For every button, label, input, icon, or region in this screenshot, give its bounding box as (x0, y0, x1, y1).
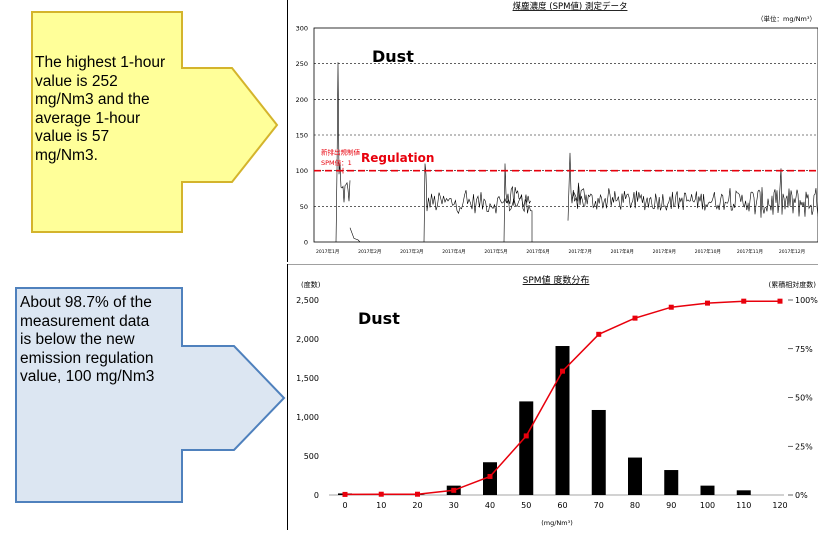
y-tick-label: 2,500 (296, 296, 319, 305)
y-tick-label: 150 (296, 132, 308, 140)
cumulative-point (415, 492, 420, 497)
x-tick-label: 2017年3月 (400, 248, 423, 255)
x-tick-label: 2017年11月 (737, 248, 763, 255)
spm-series-line (424, 164, 532, 242)
y2-tick-label: 100% (795, 296, 818, 305)
x-tick-label: 40 (485, 501, 495, 510)
chart-title: 煤塵濃度 (SPM値) 測定データ (513, 1, 628, 12)
cumulative-point (488, 474, 493, 479)
spm-series-line (568, 153, 585, 221)
callout-bottom-text: About 98.7% of the measurement data is b… (20, 294, 160, 387)
x-axis-label: (mg/Nm³) (541, 519, 573, 527)
histogram-bar (664, 470, 678, 495)
x-tick-label: 2017年2月 (358, 248, 381, 255)
histogram-bar (701, 486, 715, 495)
callout-regulation-share: About 98.7% of the measurement data is b… (0, 280, 288, 508)
spm-series-line (572, 187, 748, 211)
x-tick-label: 20 (412, 501, 422, 510)
x-tick-label: 90 (666, 501, 676, 510)
x-tick-label: 60 (557, 501, 567, 510)
y2-tick-label: 25% (795, 442, 813, 451)
x-tick-label: 80 (630, 501, 640, 510)
x-tick-label: 120 (772, 501, 787, 510)
unit-note: （単位：mg/Nm³） (757, 14, 816, 23)
cumulative-point (669, 305, 674, 310)
y-tick-label: 1,000 (296, 413, 319, 422)
regulation-note: SPM値：1 (321, 158, 352, 167)
histogram-bar (737, 490, 751, 495)
callout-highest-value: The highest 1-hour value is 252 mg/Nm3 a… (0, 8, 280, 236)
dust-annotation: Dust (372, 47, 414, 66)
histogram-bar (628, 458, 642, 495)
right-axis-label: (累積相対度数) (769, 280, 817, 289)
spm-timeseries-chart: 煤塵濃度 (SPM値) 測定データ （単位：mg/Nm³） 0 50 100 150 2… (288, 0, 818, 262)
histogram-bar (556, 346, 570, 495)
y2-tick-label: 75% (795, 345, 813, 354)
cumulative-point (343, 492, 348, 497)
histogram-bar (519, 401, 533, 495)
cumulative-point (633, 316, 638, 321)
regulation-note: 新排出規制値 (321, 147, 361, 156)
cumulative-point (524, 433, 529, 438)
x-tick-label: 110 (736, 501, 751, 510)
y-tick-label: 0 (304, 239, 308, 247)
cumulative-point (741, 299, 746, 304)
histogram-bar (592, 410, 606, 495)
x-tick-label: 30 (449, 501, 459, 510)
x-tick-label: 2017年7月 (569, 248, 592, 255)
x-tick-label: 2017年6月 (526, 248, 549, 255)
y-tick-label: 0 (314, 491, 319, 500)
y-tick-label: 200 (296, 96, 308, 104)
cumulative-point (379, 492, 384, 497)
spm-series-line (350, 228, 360, 242)
cumulative-point (778, 299, 783, 304)
x-tick-label: 2017年12月 (779, 248, 805, 255)
x-tick-label: 50 (521, 501, 531, 510)
x-tick-label: 100 (700, 501, 715, 510)
spm-histogram-chart: SPM値 度数分布 (度数) (累積相対度数) 05001,0001,5002,… (288, 264, 818, 530)
y-tick-label: 300 (296, 25, 308, 33)
left-axis-label: (度数) (301, 280, 321, 289)
x-tick-label: 2017年1月 (316, 248, 339, 255)
y-tick-label: 500 (304, 452, 319, 461)
y2-tick-label: 0% (795, 491, 808, 500)
callout-top-text: The highest 1-hour value is 252 mg/Nm3 a… (35, 54, 175, 165)
x-tick-label: 0 (342, 501, 347, 510)
dust-annotation: Dust (358, 309, 400, 328)
spm-timeseries-panel: 煤塵濃度 (SPM値) 測定データ （単位：mg/Nm³） 0 50 100 150 2… (287, 0, 818, 262)
x-tick-label: 2017年8月 (611, 248, 634, 255)
x-tick-label: 70 (594, 501, 604, 510)
spm-series-line (748, 168, 818, 217)
y2-tick-label: 50% (795, 394, 813, 403)
x-tick-label: 2017年4月 (442, 248, 465, 255)
cumulative-point (705, 301, 710, 306)
y-tick-label: 1,500 (296, 374, 319, 383)
y-tick-label: 2,000 (296, 335, 319, 344)
x-tick-label: 2017年9月 (653, 248, 676, 255)
y-tick-label: 100 (296, 167, 308, 175)
regulation-label: Regulation (361, 151, 434, 165)
cumulative-point (451, 488, 456, 493)
x-tick-label: 2017年5月 (484, 248, 507, 255)
y-tick-label: 250 (296, 60, 308, 68)
x-tick-label: 2017年10月 (695, 248, 721, 255)
cumulative-point (596, 332, 601, 337)
chart-title: SPM値 度数分布 (523, 274, 590, 286)
cumulative-point (560, 369, 565, 374)
spm-series-line (504, 164, 531, 242)
y-tick-label: 50 (300, 203, 308, 211)
x-tick-label: 10 (376, 501, 386, 510)
